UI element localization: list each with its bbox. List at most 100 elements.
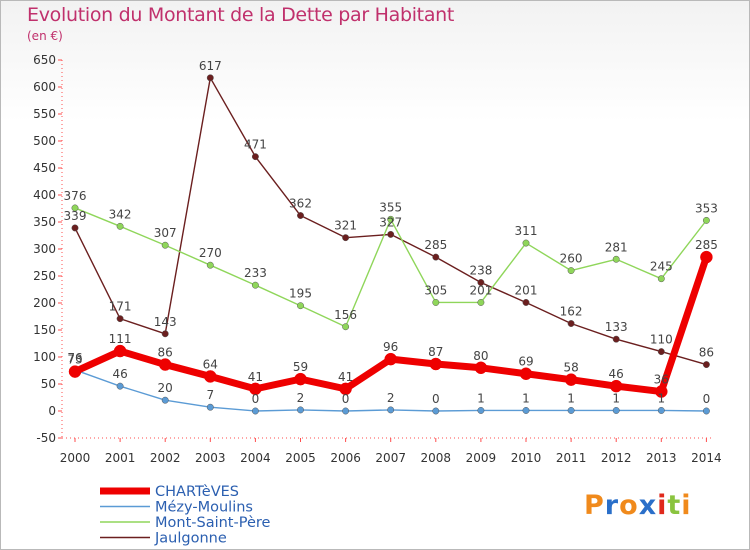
y-tick-label: -50 bbox=[36, 431, 56, 445]
y-tick-label: 0 bbox=[48, 404, 56, 418]
data-label-mezy-moulins: 46 bbox=[112, 367, 127, 381]
data-point-charteves bbox=[158, 358, 172, 371]
data-label-charteves: 41 bbox=[338, 370, 353, 384]
y-tick-label: 300 bbox=[33, 242, 56, 256]
logo-letter: o bbox=[619, 490, 639, 521]
data-label-charteves: 285 bbox=[695, 238, 718, 252]
proxiti-logo: Proxiti bbox=[584, 490, 692, 521]
y-tick-label: 550 bbox=[33, 107, 56, 121]
data-label-mont-saint-pere: 281 bbox=[605, 240, 628, 254]
data-point-mont-saint-pere bbox=[612, 255, 620, 263]
data-label-mont-saint-pere: 305 bbox=[424, 283, 447, 297]
data-label-mezy-moulins: 7 bbox=[206, 388, 214, 402]
data-label-jaulgonne: 285 bbox=[424, 238, 447, 252]
data-point-jaulgonne bbox=[567, 320, 575, 327]
data-point-jaulgonne bbox=[342, 234, 350, 242]
legend-label: CHARTèVES bbox=[155, 484, 239, 500]
legend-label: Mézy-Moulins bbox=[155, 500, 253, 516]
data-label-charteves: 59 bbox=[293, 360, 308, 374]
data-point-mont-saint-pere bbox=[251, 281, 259, 289]
x-tick-label: 2002 bbox=[150, 451, 181, 465]
data-point-charteves bbox=[113, 344, 127, 358]
data-label-mont-saint-pere: 307 bbox=[154, 226, 177, 240]
data-point-jaulgonne bbox=[612, 335, 620, 343]
chart-subtitle: (en €) bbox=[27, 29, 63, 43]
data-point-mont-saint-pere bbox=[342, 323, 350, 331]
data-point-mont-saint-pere bbox=[161, 241, 169, 249]
data-label-mezy-moulins: 1 bbox=[612, 391, 620, 405]
logo-letter: i bbox=[681, 490, 692, 521]
data-point-jaulgonne bbox=[116, 315, 124, 323]
data-point-mezy-moulins bbox=[477, 407, 485, 414]
y-tick-label: 250 bbox=[33, 269, 56, 283]
data-label-mont-saint-pere: 270 bbox=[199, 246, 222, 260]
x-tick-label: 2013 bbox=[646, 451, 677, 465]
y-tick-label: 50 bbox=[41, 377, 56, 391]
data-point-charteves bbox=[429, 357, 443, 371]
data-point-charteves bbox=[474, 361, 488, 375]
data-label-charteves: 87 bbox=[428, 345, 443, 359]
legend: CHARTèVESMézy-MoulinsMont-Saint-PèreJaul… bbox=[100, 484, 271, 547]
data-label-jaulgonne: 327 bbox=[379, 215, 402, 229]
data-point-mezy-moulins bbox=[567, 407, 575, 414]
data-point-mont-saint-pere bbox=[71, 204, 79, 212]
data-point-charteves bbox=[339, 382, 352, 396]
data-point-mezy-moulins bbox=[116, 382, 124, 390]
data-point-mezy-moulins bbox=[702, 407, 710, 415]
data-label-jaulgonne: 321 bbox=[334, 219, 357, 233]
data-label-mont-saint-pere: 311 bbox=[515, 224, 538, 238]
data-point-mezy-moulins bbox=[161, 396, 169, 404]
data-point-mont-saint-pere bbox=[477, 299, 485, 306]
data-label-jaulgonne: 110 bbox=[650, 333, 673, 347]
y-tick-label: 650 bbox=[33, 53, 56, 67]
y-tick-label: 100 bbox=[33, 350, 56, 364]
data-label-jaulgonne: 86 bbox=[699, 346, 714, 360]
y-tick-label: 400 bbox=[33, 188, 56, 202]
data-label-jaulgonne: 238 bbox=[469, 263, 492, 277]
data-label-mezy-moulins: 2 bbox=[387, 391, 395, 405]
data-point-charteves bbox=[294, 372, 307, 386]
data-point-mezy-moulins bbox=[251, 407, 259, 415]
data-point-charteves bbox=[655, 385, 668, 398]
data-label-mezy-moulins: 2 bbox=[297, 391, 305, 405]
data-label-charteves: 80 bbox=[473, 349, 488, 363]
data-point-jaulgonne bbox=[161, 330, 169, 338]
data-label-charteves: 69 bbox=[518, 355, 533, 369]
y-tick-label: 450 bbox=[33, 161, 56, 175]
x-tick-label: 2005 bbox=[285, 451, 316, 465]
legend-label: Mont-Saint-Père bbox=[155, 515, 271, 531]
data-point-mont-saint-pere bbox=[116, 222, 124, 230]
data-label-charteves: 46 bbox=[609, 367, 624, 381]
data-label-mezy-moulins: 1 bbox=[567, 391, 575, 405]
y-tick-label: 500 bbox=[33, 134, 56, 148]
data-label-mezy-moulins: 0 bbox=[252, 392, 260, 406]
logo-letter: t bbox=[667, 490, 682, 521]
data-point-charteves bbox=[519, 367, 533, 380]
data-label-charteves: 64 bbox=[203, 357, 218, 371]
data-point-charteves bbox=[204, 370, 217, 383]
data-point-mont-saint-pere bbox=[522, 239, 530, 247]
data-point-mezy-moulins bbox=[432, 407, 440, 415]
data-point-mont-saint-pere bbox=[297, 302, 304, 310]
data-label-jaulgonne: 143 bbox=[154, 315, 177, 329]
data-label-mezy-moulins: 20 bbox=[158, 381, 173, 395]
data-point-mont-saint-pere bbox=[206, 261, 214, 269]
data-point-jaulgonne bbox=[251, 153, 259, 161]
y-tick-label: 350 bbox=[33, 215, 56, 229]
data-point-jaulgonne bbox=[477, 279, 485, 286]
data-label-mezy-moulins: 0 bbox=[342, 392, 350, 406]
chart-title: Evolution du Montant de la Dette par Hab… bbox=[27, 4, 455, 26]
data-label-mont-saint-pere: 355 bbox=[379, 200, 402, 214]
y-tick-label: 600 bbox=[33, 80, 56, 94]
x-tick-label: 2007 bbox=[375, 451, 406, 465]
data-point-jaulgonne bbox=[702, 361, 710, 369]
data-label-mezy-moulins: 0 bbox=[703, 392, 711, 406]
data-label-mezy-moulins: 76 bbox=[67, 351, 82, 365]
data-label-jaulgonne: 201 bbox=[515, 283, 538, 297]
data-label-charteves: 41 bbox=[248, 370, 263, 384]
data-point-charteves bbox=[700, 250, 713, 264]
data-label-mont-saint-pere: 376 bbox=[64, 189, 87, 203]
data-label-jaulgonne: 133 bbox=[605, 320, 628, 334]
